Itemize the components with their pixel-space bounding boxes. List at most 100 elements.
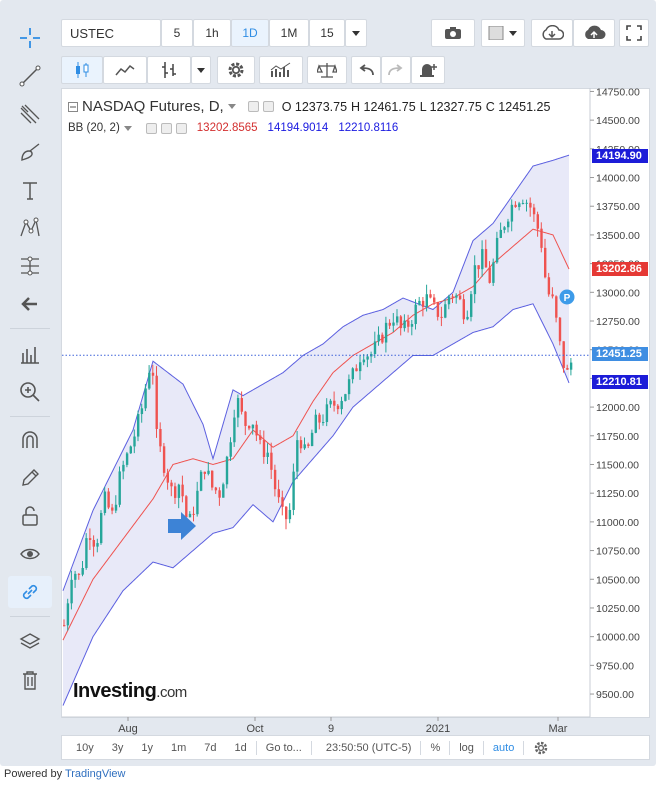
magnet-icon — [22, 431, 38, 448]
investing-logo: Investing.com — [73, 680, 187, 702]
indicators-button[interactable] — [147, 56, 191, 84]
range-1d[interactable]: 1d — [234, 741, 247, 754]
upper-band-price-label: 14194.90 — [592, 149, 648, 163]
interval-dropdown-button[interactable] — [345, 19, 367, 47]
visibility-icon[interactable] — [145, 122, 157, 134]
studies-button[interactable] — [259, 56, 303, 84]
auto-toggle[interactable]: auto — [492, 741, 515, 754]
percent-toggle[interactable]: % — [430, 741, 441, 754]
bar-style-button[interactable] — [61, 56, 103, 84]
divider — [420, 740, 422, 755]
goto-button[interactable]: Go to... — [265, 741, 302, 754]
interval-1h[interactable]: 1h — [193, 19, 231, 47]
text-tool[interactable] — [8, 174, 52, 206]
zoom-in-icon — [20, 382, 40, 402]
trend-line-tool[interactable] — [8, 60, 52, 92]
settings-icon[interactable] — [262, 101, 274, 112]
brush-icon — [21, 143, 40, 161]
pattern-tool[interactable] — [8, 212, 52, 244]
lower-band-price-label: 12210.81 — [592, 375, 648, 389]
visibility-icon[interactable] — [247, 101, 259, 112]
chart-panel[interactable] — [61, 88, 650, 718]
pencil-icon — [22, 469, 39, 486]
chart-style-button[interactable] — [481, 19, 525, 47]
compare-button[interactable] — [307, 56, 347, 84]
main-series-legend: NASDAQ Futures, D, O 12373.75 H 12461.75… — [68, 98, 550, 115]
fib-icon — [21, 256, 39, 276]
load-chart-button[interactable] — [531, 19, 573, 47]
square-icon — [488, 26, 517, 40]
bb-lower-value: 12210.8116 — [338, 122, 399, 134]
alert-button[interactable] — [411, 56, 445, 84]
brush-tool[interactable] — [8, 136, 52, 168]
range-10y[interactable]: 10y — [76, 741, 94, 754]
range-1m[interactable]: 1m — [171, 741, 187, 754]
interval-15[interactable]: 15 — [309, 19, 345, 47]
redo-button[interactable] — [381, 56, 411, 84]
range-3y[interactable]: 3y — [111, 741, 124, 754]
hide-tool[interactable] — [8, 538, 52, 570]
range-7d[interactable]: 7d — [204, 741, 217, 754]
chevron-down-icon[interactable] — [227, 104, 236, 109]
studies-icon — [270, 62, 291, 77]
eye-icon — [20, 548, 40, 560]
layers-icon — [19, 633, 41, 649]
collapse-icon[interactable] — [68, 101, 78, 112]
interval-5[interactable]: 5 — [161, 19, 193, 47]
back-tool[interactable] — [8, 288, 52, 320]
chevron-down-icon[interactable] — [123, 125, 132, 131]
last-price-label: 12451.25 — [592, 347, 648, 361]
line-style-button[interactable] — [103, 56, 147, 84]
arrow-left-icon — [21, 297, 37, 311]
bb-basis-value: 14194.9014 — [267, 122, 329, 134]
undo-icon — [359, 64, 374, 76]
crosshair-tool[interactable] — [8, 22, 52, 54]
remove-drawings-tool[interactable] — [8, 664, 52, 696]
interval-1m[interactable]: 1M — [269, 19, 309, 47]
lock-tool[interactable] — [8, 500, 52, 532]
cloud-download-icon — [542, 25, 564, 40]
symbol-input[interactable]: USTEC — [61, 19, 161, 47]
close-icon[interactable] — [175, 122, 187, 134]
divider — [310, 740, 312, 755]
sync-tool[interactable] — [8, 576, 52, 608]
log-toggle[interactable]: log — [459, 741, 474, 754]
candles-icon — [76, 62, 89, 78]
chevron-down-icon — [352, 30, 360, 36]
divider — [255, 740, 257, 755]
stay-drawing-tool[interactable] — [8, 462, 52, 494]
screenshot-button[interactable] — [431, 19, 475, 47]
trash-icon — [23, 671, 37, 690]
ruler-icon — [21, 347, 39, 364]
object-tree-tool[interactable] — [8, 626, 52, 658]
measure-tool[interactable] — [8, 338, 52, 370]
bb-legend: BB (20, 2) 13202.8565 14194.9014 12210.8… — [68, 122, 398, 134]
link-icon — [22, 584, 38, 600]
gear-icon[interactable] — [534, 741, 548, 755]
settings-button[interactable] — [217, 56, 255, 84]
text-icon — [23, 182, 37, 200]
divider — [449, 740, 451, 755]
magnet-tool[interactable] — [8, 424, 52, 456]
pitchfork-tool[interactable] — [8, 98, 52, 130]
zoom-tool[interactable] — [8, 376, 52, 408]
toolbar-divider — [10, 416, 50, 417]
scales-icon — [317, 63, 337, 78]
settings-icon[interactable] — [160, 122, 172, 134]
interval-1d[interactable]: 1D — [231, 19, 269, 47]
crosshair-icon — [20, 28, 40, 48]
fib-tool[interactable] — [8, 250, 52, 282]
fullscreen-button[interactable] — [619, 19, 649, 47]
divider — [523, 740, 525, 755]
save-chart-button[interactable] — [573, 19, 615, 47]
close-value: C 12451.25 — [485, 99, 551, 114]
bottom-toolbar: 10y 3y 1y 1m 7d 1d Go to... 23:50:50 (UT… — [61, 735, 650, 760]
bars-icon — [162, 62, 176, 78]
redo-icon — [388, 64, 403, 76]
style-dropdown-button[interactable] — [191, 56, 211, 84]
basis-price-label: 13202.86 — [592, 262, 648, 276]
undo-button[interactable] — [351, 56, 381, 84]
series-name: NASDAQ Futures, D, — [82, 98, 224, 115]
range-1y[interactable]: 1y — [141, 741, 153, 754]
tradingview-link[interactable]: TradingView — [64, 768, 126, 780]
